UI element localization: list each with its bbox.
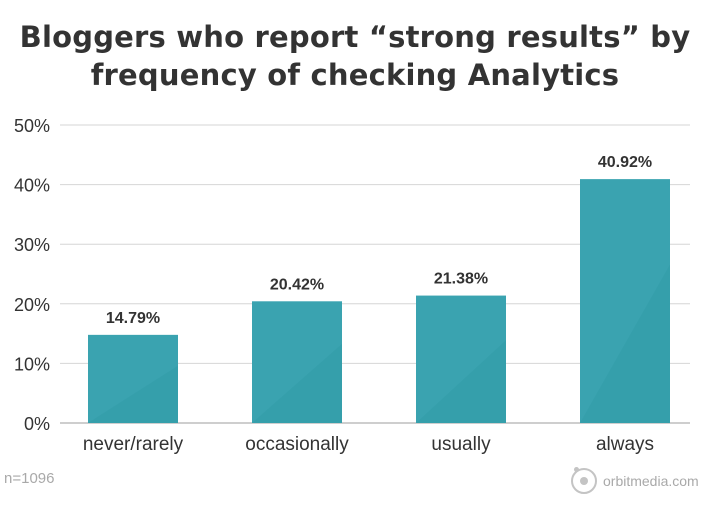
y-tick-label: 20%	[14, 295, 50, 315]
y-tick-label: 40%	[14, 176, 50, 196]
chart-title-line-1: Bloggers who report “strong results” by	[19, 20, 691, 54]
y-tick-label: 10%	[14, 354, 50, 374]
data-label: 40.92%	[598, 154, 652, 171]
chart-title: Bloggers who report “strong results” by …	[0, 18, 710, 94]
x-tick-label: always	[596, 434, 654, 455]
y-tick-label: 0%	[24, 414, 50, 434]
y-tick-label: 50%	[14, 116, 50, 136]
chart-title-line-2: frequency of checking Analytics	[90, 58, 620, 92]
y-tick-label: 30%	[14, 235, 50, 255]
bar	[252, 301, 342, 423]
x-tick-label: occasionally	[245, 434, 349, 455]
bar-shade	[416, 340, 506, 423]
data-label: 21.38%	[434, 271, 488, 288]
bar-shade	[580, 264, 670, 423]
data-label: 14.79%	[106, 310, 160, 327]
sample-size-note: n=1096	[4, 470, 55, 487]
bar	[416, 295, 506, 423]
bar	[580, 179, 670, 423]
bar-shade	[88, 365, 178, 423]
brand-mark: orbitmedia.com	[571, 466, 699, 496]
bar	[88, 334, 178, 423]
x-tick-label: never/rarely	[83, 434, 184, 455]
data-label: 20.42%	[270, 276, 324, 293]
orbit-logo-icon	[571, 467, 597, 494]
x-tick-label: usually	[431, 434, 491, 455]
brand-text: orbitmedia.com	[603, 473, 699, 489]
bar-shade	[252, 343, 342, 423]
